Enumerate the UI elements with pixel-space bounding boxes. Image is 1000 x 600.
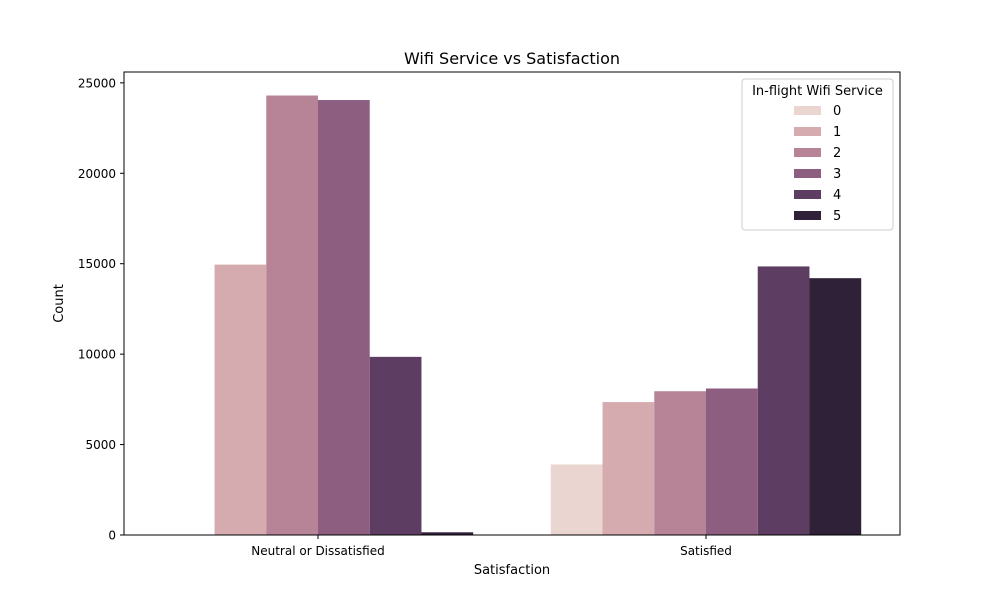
bar-4-0 (369, 356, 422, 535)
chart-title: Wifi Service vs Satisfaction (404, 49, 620, 68)
legend-swatch-3 (794, 169, 821, 178)
bar-3-0 (318, 100, 370, 535)
plot-frame (123, 71, 901, 536)
legend-label-5: 5 (833, 209, 841, 224)
legend-swatch-2 (794, 148, 821, 157)
bar-5-0 (421, 532, 474, 535)
legend-title: In-flight Wifi Service (752, 84, 883, 99)
legend-swatch-1 (794, 127, 821, 136)
x-axis: Neutral or Dissatisfied Satisfied (251, 535, 732, 558)
y-tick-label-1: 5000 (85, 438, 116, 452)
bar-2-0 (266, 95, 318, 535)
bar-0-1 (550, 464, 603, 535)
bar-4-1 (757, 266, 810, 535)
y-tick-label-5: 25000 (78, 76, 116, 90)
bar-3-1 (706, 388, 758, 535)
legend-label-0: 0 (833, 104, 841, 119)
bar-1-1 (602, 402, 655, 535)
x-tick-label-0: Neutral or Dissatisfied (251, 544, 384, 558)
y-axis-label: Count (52, 284, 67, 323)
legend-label-3: 3 (833, 167, 841, 182)
y-tick-label-0: 0 (108, 529, 116, 543)
legend-swatch-5 (794, 211, 821, 220)
bar-5-1 (809, 278, 862, 535)
legend: In-flight Wifi Service 0 1 2 3 4 5 (741, 78, 894, 231)
legend-label-2: 2 (833, 146, 841, 161)
y-tick-label-2: 10000 (78, 348, 116, 362)
legend-label-1: 1 (833, 125, 841, 140)
y-tick-label-4: 20000 (78, 167, 116, 181)
bar-2-1 (654, 391, 706, 535)
legend-swatch-0 (794, 106, 821, 115)
y-tick-label-3: 15000 (78, 257, 116, 271)
legend-swatch-4 (794, 190, 821, 199)
x-axis-label: Satisfaction (474, 563, 550, 578)
bars (214, 95, 862, 535)
legend-label-4: 4 (833, 188, 841, 203)
y-axis: 0 5000 10000 15000 20000 25000 (78, 76, 124, 543)
bar-1-0 (214, 264, 267, 535)
x-tick-label-1: Satisfied (680, 544, 732, 558)
